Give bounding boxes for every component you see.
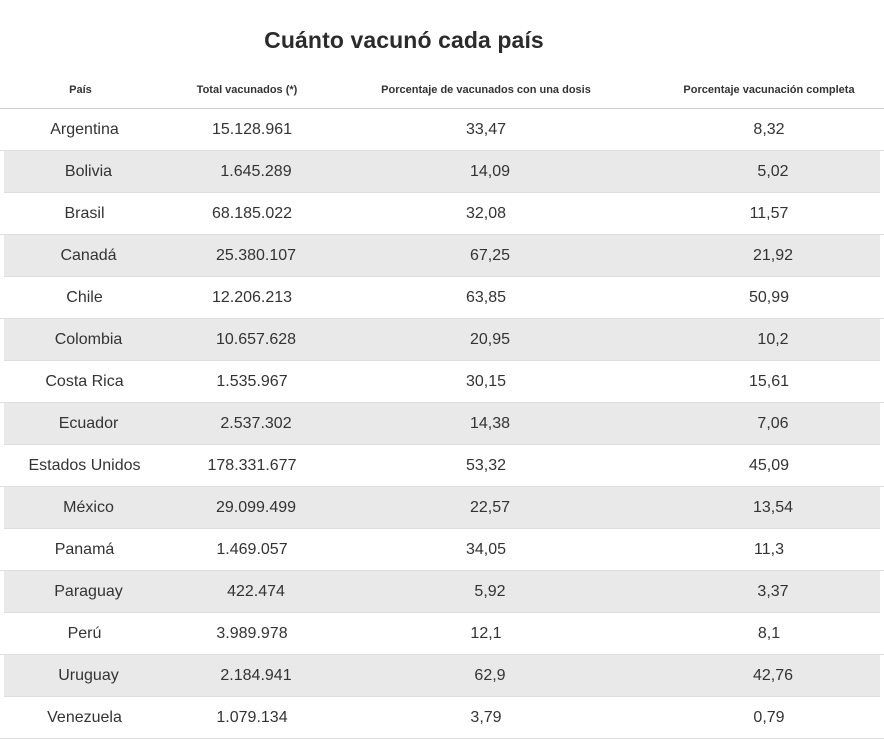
cell-country: Colombia bbox=[54, 331, 123, 348]
table-row: Perú 3.989.978 12,1 8,1 bbox=[0, 613, 884, 655]
cell-one-dose-percentage: 32,08 bbox=[465, 205, 507, 222]
chart-title: Cuánto vacunó cada país bbox=[264, 27, 544, 53]
cell-one-dose-percentage: 20,95 bbox=[469, 331, 511, 348]
cell-total-vaccinated: 25.380.107 bbox=[215, 247, 297, 264]
column-header-country: País bbox=[69, 84, 92, 96]
table-row: Colombia 10.657.628 20,95 10,2 bbox=[4, 319, 880, 361]
cell-country: Venezuela bbox=[47, 709, 122, 726]
cell-full-vaccination-percentage: 5,02 bbox=[757, 163, 789, 180]
cell-total-vaccinated: 2.184.941 bbox=[220, 667, 292, 684]
cell-full-vaccination-percentage: 15,61 bbox=[748, 373, 790, 390]
column-header-full-vaccination-percentage: Porcentaje vacunación completa bbox=[683, 84, 855, 96]
cell-country: Argentina bbox=[50, 121, 119, 138]
cell-full-vaccination-percentage: 7,06 bbox=[757, 415, 789, 432]
cell-total-vaccinated: 178.331.677 bbox=[207, 457, 297, 474]
table-row: Paraguay 422.474 5,92 3,37 bbox=[4, 571, 880, 613]
table-row: Costa Rica 1.535.967 30,15 15,61 bbox=[0, 361, 884, 403]
cell-country: Bolivia bbox=[64, 163, 113, 180]
cell-one-dose-percentage: 14,38 bbox=[469, 415, 511, 432]
cell-total-vaccinated: 29.099.499 bbox=[215, 499, 297, 516]
table-row: Estados Unidos 178.331.677 53,32 45,09 bbox=[0, 445, 884, 487]
column-header-one-dose-percentage: Porcentaje de vacunados con una dosis bbox=[381, 84, 591, 96]
cell-one-dose-percentage: 67,25 bbox=[469, 247, 511, 264]
cell-full-vaccination-percentage: 8,1 bbox=[757, 625, 781, 642]
cell-one-dose-percentage: 12,1 bbox=[470, 625, 502, 642]
cell-full-vaccination-percentage: 3,37 bbox=[757, 583, 789, 600]
cell-total-vaccinated: 422.474 bbox=[227, 583, 285, 600]
cell-country: Canadá bbox=[60, 247, 117, 264]
cell-total-vaccinated: 3.989.978 bbox=[216, 625, 288, 642]
table-row: Uruguay 2.184.941 62,9 42,76 bbox=[4, 655, 880, 697]
table-row: Canadá 25.380.107 67,25 21,92 bbox=[4, 235, 880, 277]
cell-full-vaccination-percentage: 50,99 bbox=[748, 289, 790, 306]
cell-country: Ecuador bbox=[58, 415, 119, 432]
cell-total-vaccinated: 1.469.057 bbox=[216, 541, 288, 558]
cell-country: Uruguay bbox=[58, 667, 119, 684]
cell-total-vaccinated: 1.645.289 bbox=[220, 163, 292, 180]
vaccination-table: País Total vacunados (*) Porcentaje de v… bbox=[0, 72, 884, 739]
cell-full-vaccination-percentage: 11,57 bbox=[749, 205, 789, 222]
cell-full-vaccination-percentage: 8,32 bbox=[753, 121, 785, 138]
cell-one-dose-percentage: 14,09 bbox=[469, 163, 511, 180]
cell-one-dose-percentage: 3,79 bbox=[470, 709, 502, 726]
cell-full-vaccination-percentage: 42,76 bbox=[752, 667, 794, 684]
cell-country: Brasil bbox=[64, 205, 105, 222]
cell-country: Chile bbox=[66, 289, 103, 306]
cell-total-vaccinated: 15.128.961 bbox=[211, 121, 293, 138]
cell-country: Costa Rica bbox=[45, 373, 124, 390]
table-row: Bolivia 1.645.289 14,09 5,02 bbox=[4, 151, 880, 193]
column-header-total-vaccinated: Total vacunados (*) bbox=[196, 84, 298, 96]
cell-one-dose-percentage: 63,85 bbox=[465, 289, 507, 306]
table-body: Argentina 15.128.961 33,47 8,32 Bolivia 1.645… bbox=[0, 109, 884, 739]
cell-full-vaccination-percentage: 10,2 bbox=[757, 331, 789, 348]
cell-full-vaccination-percentage: 45,09 bbox=[748, 457, 790, 474]
table-row: Panamá 1.469.057 34,05 11,3 bbox=[0, 529, 884, 571]
table-row: Ecuador 2.537.302 14,38 7,06 bbox=[4, 403, 880, 445]
cell-total-vaccinated: 1.535.967 bbox=[216, 373, 288, 390]
cell-full-vaccination-percentage: 21,92 bbox=[752, 247, 794, 264]
table-row: Argentina 15.128.961 33,47 8,32 bbox=[0, 109, 884, 151]
cell-country: Estados Unidos bbox=[28, 457, 141, 474]
table-row: Venezuela 1.079.134 3,79 0,79 bbox=[0, 697, 884, 739]
table-header-row: País Total vacunados (*) Porcentaje de v… bbox=[0, 72, 884, 109]
cell-country: Perú bbox=[67, 625, 102, 642]
cell-one-dose-percentage: 30,15 bbox=[465, 373, 507, 390]
cell-total-vaccinated: 2.537.302 bbox=[220, 415, 292, 432]
cell-full-vaccination-percentage: 13,54 bbox=[752, 499, 794, 516]
cell-one-dose-percentage: 33,47 bbox=[465, 121, 507, 138]
cell-one-dose-percentage: 5,92 bbox=[474, 583, 506, 600]
table-row: México 29.099.499 22,57 13,54 bbox=[4, 487, 880, 529]
cell-total-vaccinated: 1.079.134 bbox=[216, 709, 288, 726]
cell-total-vaccinated: 10.657.628 bbox=[215, 331, 297, 348]
cell-one-dose-percentage: 22,57 bbox=[469, 499, 511, 516]
cell-one-dose-percentage: 62,9 bbox=[474, 667, 506, 684]
cell-total-vaccinated: 68.185.022 bbox=[211, 205, 293, 222]
cell-full-vaccination-percentage: 11,3 bbox=[754, 541, 784, 558]
cell-full-vaccination-percentage: 0,79 bbox=[753, 709, 785, 726]
cell-country: Panamá bbox=[54, 541, 115, 558]
table-row: Brasil 68.185.022 32,08 11,57 bbox=[0, 193, 884, 235]
cell-total-vaccinated: 12.206.213 bbox=[211, 289, 293, 306]
cell-one-dose-percentage: 53,32 bbox=[465, 457, 507, 474]
cell-one-dose-percentage: 34,05 bbox=[465, 541, 507, 558]
table-row: Chile 12.206.213 63,85 50,99 bbox=[0, 277, 884, 319]
cell-country: Paraguay bbox=[54, 583, 123, 600]
cell-country: México bbox=[63, 499, 114, 516]
